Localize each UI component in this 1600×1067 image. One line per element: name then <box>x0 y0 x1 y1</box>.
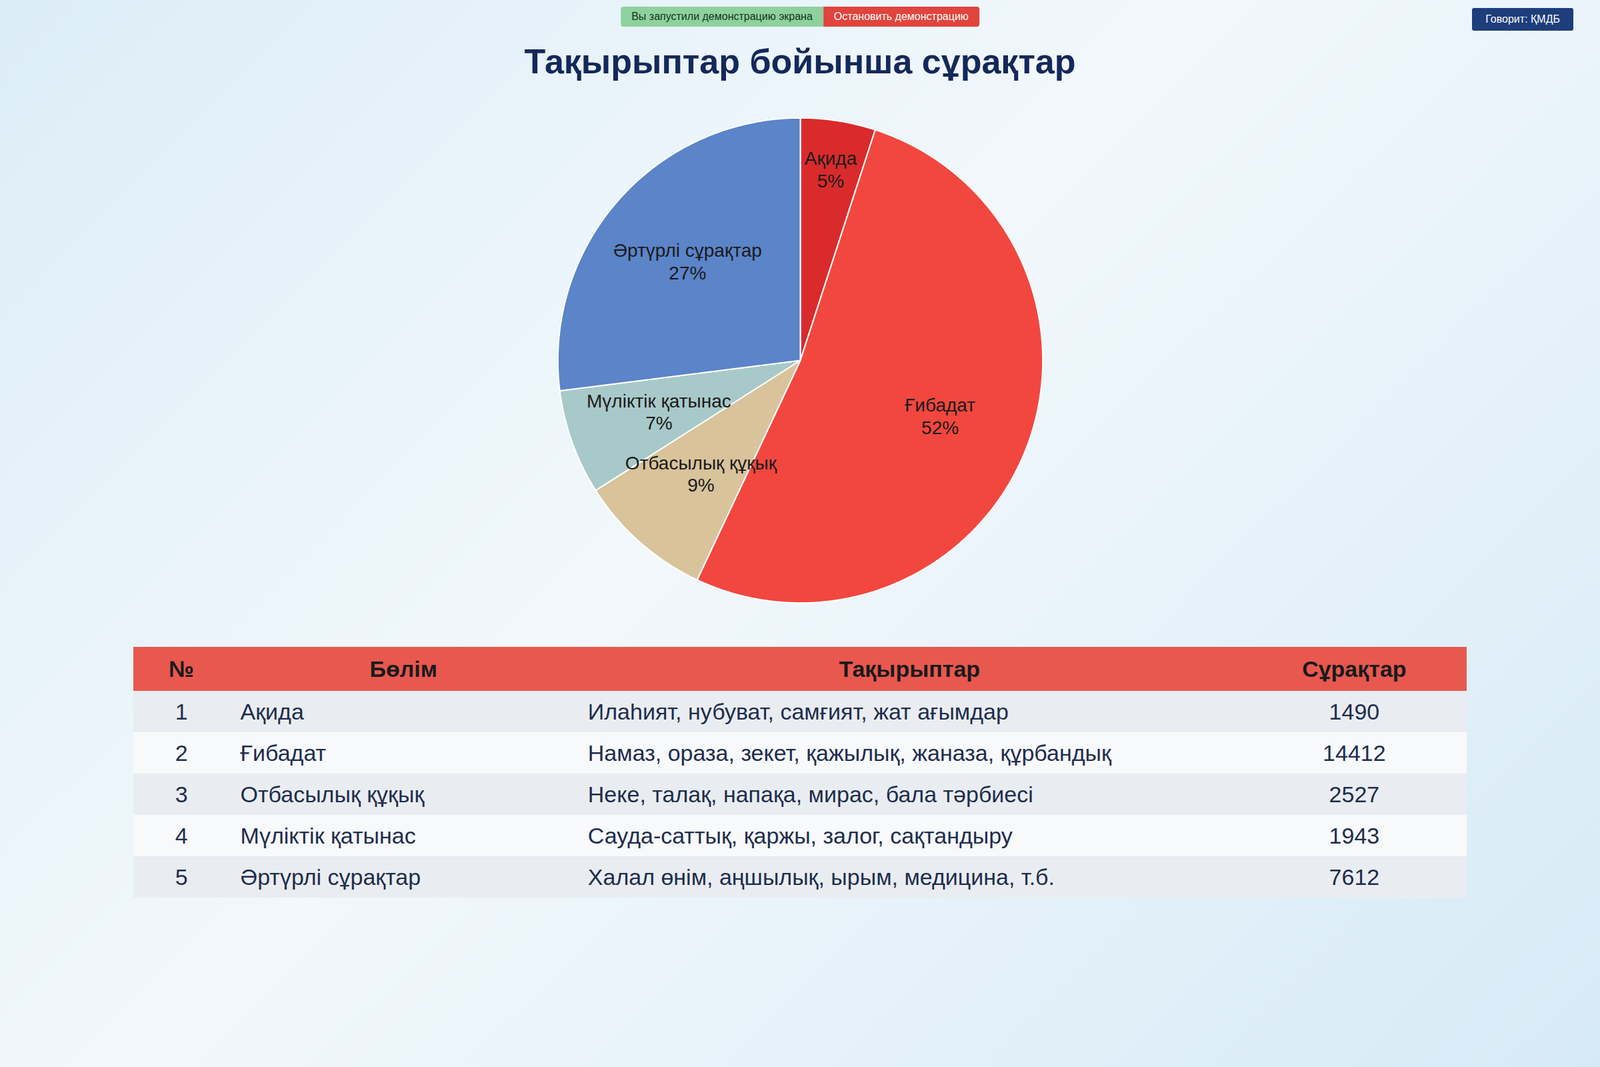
html-text:Говорит: ҚМДБ: Говорит: ҚМДБ <box>1485 13 1560 25</box>
html-text:Тақырыптар: Тақырыптар <box>839 655 981 681</box>
html-text:Сауда-саттық, қаржы, залог, са: Сауда-саттық, қаржы, залог, сақтандыру <box>587 822 1013 848</box>
html-text:1: 1 <box>175 698 188 724</box>
svg-text:Әртүрлі сұрақтар27%: Әртүрлі сұрақтар27% <box>613 240 762 284</box>
html-text:3: 3 <box>175 781 188 807</box>
html-text:Отбасылық құқық: Отбасылық құқық <box>240 781 425 807</box>
html-text:Намаз, ораза, зекет, қажылық,: Намаз, ораза, зекет, қажылық, жаназа, құ… <box>587 739 1112 765</box>
svg-text:Мүліктік қатынас7%: Мүліктік қатынас7% <box>586 390 732 434</box>
html-text:Сұрақтар: Сұрақтар <box>1302 655 1407 681</box>
svg-text:Ғибадат52%: Ғибадат52% <box>904 394 976 438</box>
html-text:Әртүрлі сұрақтар: Әртүрлі сұрақтар <box>240 863 421 889</box>
html-text:Илаһият, нубуват, самғият, жат: Илаһият, нубуват, самғият, жат ағымдар <box>587 698 1009 724</box>
html-text:Бөлім: Бөлім <box>369 655 438 681</box>
html-text:Ғибадат: Ғибадат <box>240 739 327 765</box>
html-text:Тақырыптар бойынша сұрақтар: Тақырыптар бойынша сұрақтар <box>524 42 1076 81</box>
html-text:14412: 14412 <box>1322 739 1386 765</box>
html-text:2527: 2527 <box>1329 781 1380 807</box>
html-text:Халал өнім, аңшылық, ырым, мед: Халал өнім, аңшылық, ырым, медицина, т.б… <box>587 863 1055 889</box>
svg-text:Ақида5%: Ақида5% <box>804 148 858 192</box>
html-text:Остановить демонстрацию: Остановить демонстрацию <box>833 10 969 22</box>
html-text:1490: 1490 <box>1329 698 1380 724</box>
html-text:Мүліктік қатынас: Мүліктік қатынас <box>240 822 416 848</box>
html-text:7612: 7612 <box>1329 863 1380 889</box>
html-text:1943: 1943 <box>1329 822 1380 848</box>
html-text:4: 4 <box>175 822 188 848</box>
html-text:5: 5 <box>175 863 188 889</box>
html-text:Неке, талақ, напақа, мирас, ба: Неке, талақ, напақа, мирас, бала тәрбиес… <box>587 781 1034 807</box>
html-text:2: 2 <box>175 739 188 765</box>
html-text:Вы запустили демонстрацию экра: Вы запустили демонстрацию экрана <box>631 10 813 22</box>
html-text:Ақида: Ақида <box>240 698 304 724</box>
svg-text:Отбасылық құқық9%: Отбасылық құқық9% <box>625 452 778 496</box>
